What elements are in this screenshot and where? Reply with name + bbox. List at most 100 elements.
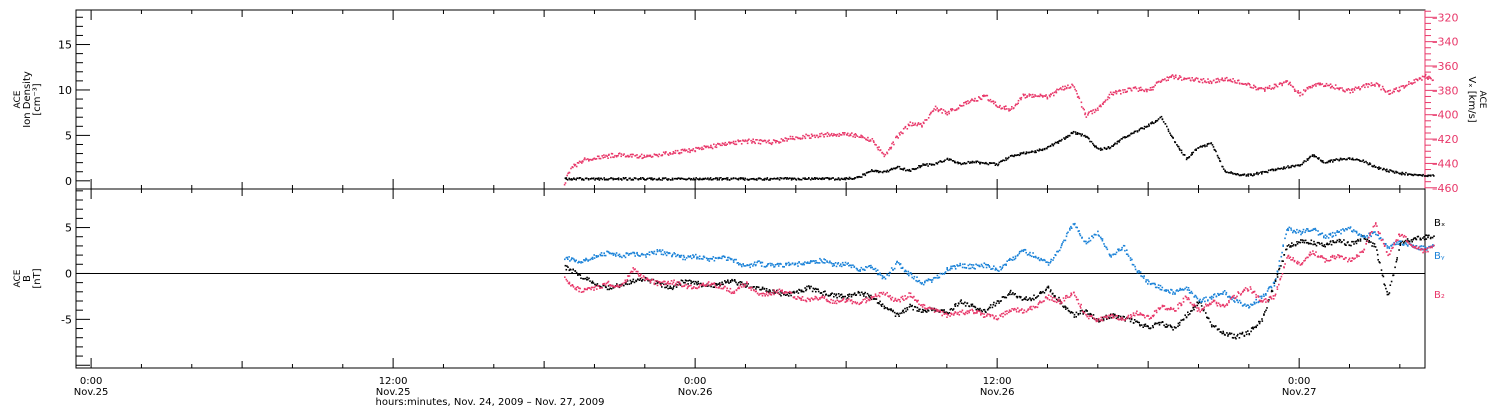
data-point: [587, 259, 590, 261]
data-point: [1149, 89, 1151, 91]
data-point: [1072, 223, 1075, 225]
data-point: [1154, 283, 1156, 286]
data-point: [1378, 166, 1380, 168]
data-point: [878, 292, 881, 294]
data-point: [951, 313, 953, 315]
data-point: [727, 279, 729, 281]
data-point: [955, 161, 957, 164]
data-point: [1203, 297, 1205, 299]
data-point: [1327, 259, 1329, 262]
data-point: [731, 279, 734, 282]
data-point: [1038, 259, 1041, 261]
data-point: [1326, 242, 1328, 245]
data-point: [1244, 287, 1247, 289]
data-point: [1048, 94, 1051, 97]
data-point: [1165, 326, 1167, 328]
data-point: [1419, 245, 1421, 248]
data-point: [806, 285, 808, 288]
data-point: [978, 264, 980, 267]
data-point: [659, 179, 662, 181]
data-point: [982, 162, 984, 164]
data-point: [1139, 89, 1141, 91]
data-point: [992, 100, 995, 102]
data-point: [1278, 267, 1281, 270]
data-point: [1368, 162, 1371, 164]
data-point: [1226, 304, 1229, 306]
data-point: [1423, 236, 1425, 238]
data-point: [1310, 253, 1312, 256]
data-point: [613, 178, 616, 180]
data-point: [890, 267, 893, 269]
data-point: [788, 292, 791, 295]
data-point: [1022, 152, 1024, 155]
data-point: [1296, 262, 1298, 264]
data-point: [1013, 154, 1016, 156]
data-point: [1006, 310, 1008, 312]
data-point: [763, 179, 766, 181]
data-point: [1218, 328, 1220, 330]
data-point: [732, 259, 735, 262]
data-point: [883, 170, 886, 173]
data-point: [1085, 309, 1087, 311]
data-point: [595, 177, 597, 180]
data-point: [1102, 103, 1104, 105]
data-point: [1256, 171, 1258, 174]
data-point: [943, 309, 945, 311]
data-point: [1094, 318, 1097, 321]
data-point: [1312, 252, 1314, 255]
data-point: [1059, 298, 1061, 301]
data-point: [1176, 144, 1178, 146]
data-point: [978, 309, 980, 312]
data-point: [1360, 234, 1363, 236]
data-point: [708, 178, 710, 181]
data-point: [1347, 260, 1349, 263]
data-point: [1140, 275, 1142, 277]
data-point: [669, 282, 672, 285]
data-point: [1104, 99, 1107, 102]
data-point: [995, 105, 998, 107]
data-point: [994, 269, 997, 271]
data-point: [1016, 296, 1019, 299]
data-point: [1353, 243, 1355, 245]
data-point: [962, 302, 965, 305]
data-point: [905, 310, 907, 313]
data-point: [1407, 240, 1409, 242]
data-point: [1187, 157, 1189, 159]
data-point: [1042, 259, 1044, 262]
data-point: [935, 109, 937, 111]
data-point: [1148, 327, 1150, 330]
data-point: [727, 259, 729, 261]
data-point: [1264, 298, 1267, 300]
data-point: [1302, 93, 1304, 96]
data-point: [1320, 232, 1323, 235]
data-point: [744, 140, 746, 143]
data-point: [724, 285, 726, 288]
data-point: [1228, 300, 1230, 302]
data-point: [698, 282, 700, 285]
data-point: [785, 262, 787, 265]
data-point: [980, 98, 983, 101]
data-point: [1257, 88, 1259, 91]
data-point: [570, 178, 573, 180]
data-point: [1034, 94, 1036, 96]
data-point: [1139, 324, 1141, 327]
data-point: [823, 297, 825, 299]
data-point: [621, 282, 624, 285]
data-point: [1013, 107, 1015, 109]
data-point: [1043, 292, 1046, 294]
data-point: [1350, 244, 1352, 247]
data-point: [685, 280, 688, 282]
data-point: [1217, 156, 1220, 159]
data-point: [751, 178, 754, 180]
data-point: [1140, 324, 1143, 326]
data-point: [1001, 267, 1003, 270]
data-point: [653, 153, 656, 155]
data-point: [611, 252, 614, 255]
data-point: [1080, 135, 1083, 137]
data-point: [735, 143, 738, 146]
right-tick-label: –440: [1432, 157, 1459, 170]
data-point: [1376, 225, 1378, 227]
data-point: [1096, 107, 1099, 109]
data-point: [726, 287, 728, 290]
data-point: [1063, 306, 1065, 309]
